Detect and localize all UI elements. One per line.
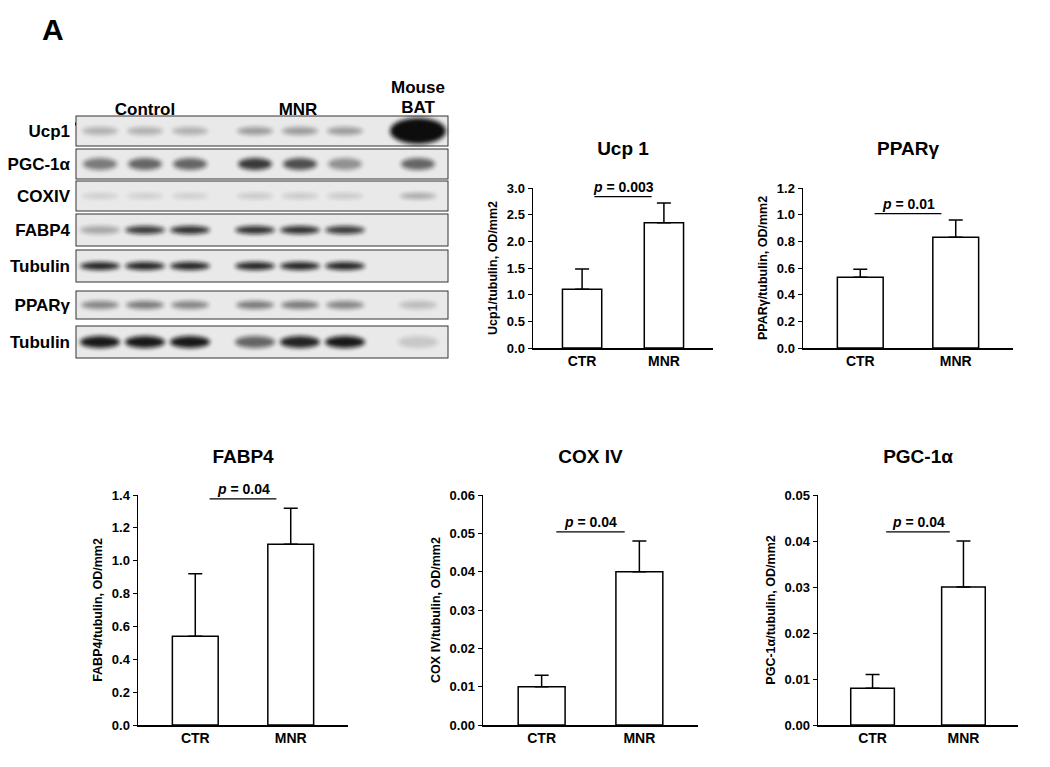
svg-text:MNR: MNR [275, 730, 307, 746]
svg-text:COX IV: COX IV [558, 446, 623, 467]
svg-text:PGC-1α: PGC-1α [8, 155, 71, 174]
svg-text:0.01: 0.01 [450, 679, 475, 694]
svg-text:Ucp1/tubulin, OD/mm2: Ucp1/tubulin, OD/mm2 [486, 201, 500, 335]
svg-text:0.04: 0.04 [785, 534, 811, 549]
svg-text:COX IV/tubulin, OD/mm2: COX IV/tubulin, OD/mm2 [429, 537, 443, 683]
svg-text:CTR: CTR [568, 353, 597, 369]
svg-text:PPARγ: PPARγ [15, 296, 71, 315]
svg-text:0.03: 0.03 [450, 603, 475, 618]
svg-text:PGC-1α/tubulin, OD/mm2: PGC-1α/tubulin, OD/mm2 [764, 535, 778, 684]
svg-text:A: A [42, 13, 64, 46]
svg-text:0.02: 0.02 [785, 626, 810, 641]
svg-text:0.01: 0.01 [785, 672, 810, 687]
svg-text:MNR: MNR [278, 100, 318, 119]
svg-text:FABP4/tubulin, OD/mm2: FABP4/tubulin, OD/mm2 [91, 538, 105, 682]
svg-text:1.0: 1.0 [507, 287, 525, 302]
svg-text:0.00: 0.00 [450, 718, 475, 733]
svg-text:p = 0.003: p = 0.003 [593, 179, 654, 195]
svg-text:PPARγ/tubulin, OD/mm2: PPARγ/tubulin, OD/mm2 [756, 196, 770, 340]
svg-text:0.4: 0.4 [777, 287, 796, 302]
svg-text:PPARγ: PPARγ [877, 138, 939, 159]
svg-text:Ucp 1: Ucp 1 [597, 138, 649, 159]
svg-text:Tubulin: Tubulin [10, 333, 70, 352]
svg-text:0.03: 0.03 [785, 580, 810, 595]
svg-text:0.8: 0.8 [777, 234, 795, 249]
svg-text:MNR: MNR [648, 353, 680, 369]
svg-text:Control: Control [114, 100, 176, 119]
svg-text:0.6: 0.6 [777, 261, 795, 276]
svg-text:MNR: MNR [623, 730, 655, 746]
svg-text:0.5: 0.5 [507, 314, 525, 329]
svg-text:1.0: 1.0 [777, 207, 795, 222]
svg-text:BAT: BAT [401, 98, 435, 117]
svg-text:p = 0.04: p = 0.04 [892, 514, 945, 530]
svg-text:1.4: 1.4 [112, 488, 131, 503]
svg-text:PGC-1α: PGC-1α [883, 446, 953, 467]
svg-text:0.0: 0.0 [112, 718, 130, 733]
svg-text:FABP4: FABP4 [15, 221, 70, 240]
svg-text:p = 0.04: p = 0.04 [564, 514, 617, 530]
svg-text:0.0: 0.0 [507, 341, 525, 356]
svg-text:0.0: 0.0 [777, 341, 795, 356]
svg-text:2.5: 2.5 [507, 207, 525, 222]
svg-text:1.2: 1.2 [777, 181, 795, 196]
svg-text:Mouse: Mouse [391, 78, 445, 97]
svg-text:0.00: 0.00 [785, 718, 810, 733]
svg-text:3.0: 3.0 [507, 181, 525, 196]
svg-text:p = 0.04: p = 0.04 [217, 481, 270, 497]
svg-text:MNR: MNR [948, 730, 980, 746]
svg-text:CTR: CTR [181, 730, 210, 746]
svg-text:2.0: 2.0 [507, 234, 525, 249]
svg-text:p = 0.01: p = 0.01 [882, 196, 935, 212]
svg-text:0.05: 0.05 [785, 488, 810, 503]
svg-text:0.2: 0.2 [112, 685, 130, 700]
svg-text:0.8: 0.8 [112, 586, 130, 601]
svg-text:1.0: 1.0 [112, 553, 130, 568]
svg-text:COXIV: COXIV [17, 187, 71, 206]
svg-text:0.4: 0.4 [112, 652, 131, 667]
svg-text:0.02: 0.02 [450, 641, 475, 656]
svg-text:CTR: CTR [846, 353, 875, 369]
svg-text:0.2: 0.2 [777, 314, 795, 329]
svg-text:MNR: MNR [940, 353, 972, 369]
svg-text:0.6: 0.6 [112, 619, 130, 634]
svg-text:0.06: 0.06 [450, 488, 475, 503]
svg-text:Tubulin: Tubulin [10, 257, 70, 276]
svg-text:0.05: 0.05 [450, 526, 475, 541]
svg-text:CTR: CTR [527, 730, 556, 746]
svg-text:CTR: CTR [858, 730, 887, 746]
svg-text:0.04: 0.04 [450, 564, 476, 579]
svg-text:Ucp1: Ucp1 [28, 122, 70, 141]
svg-text:1.2: 1.2 [112, 520, 130, 535]
svg-text:FABP4: FABP4 [212, 446, 274, 467]
svg-text:1.5: 1.5 [507, 261, 525, 276]
